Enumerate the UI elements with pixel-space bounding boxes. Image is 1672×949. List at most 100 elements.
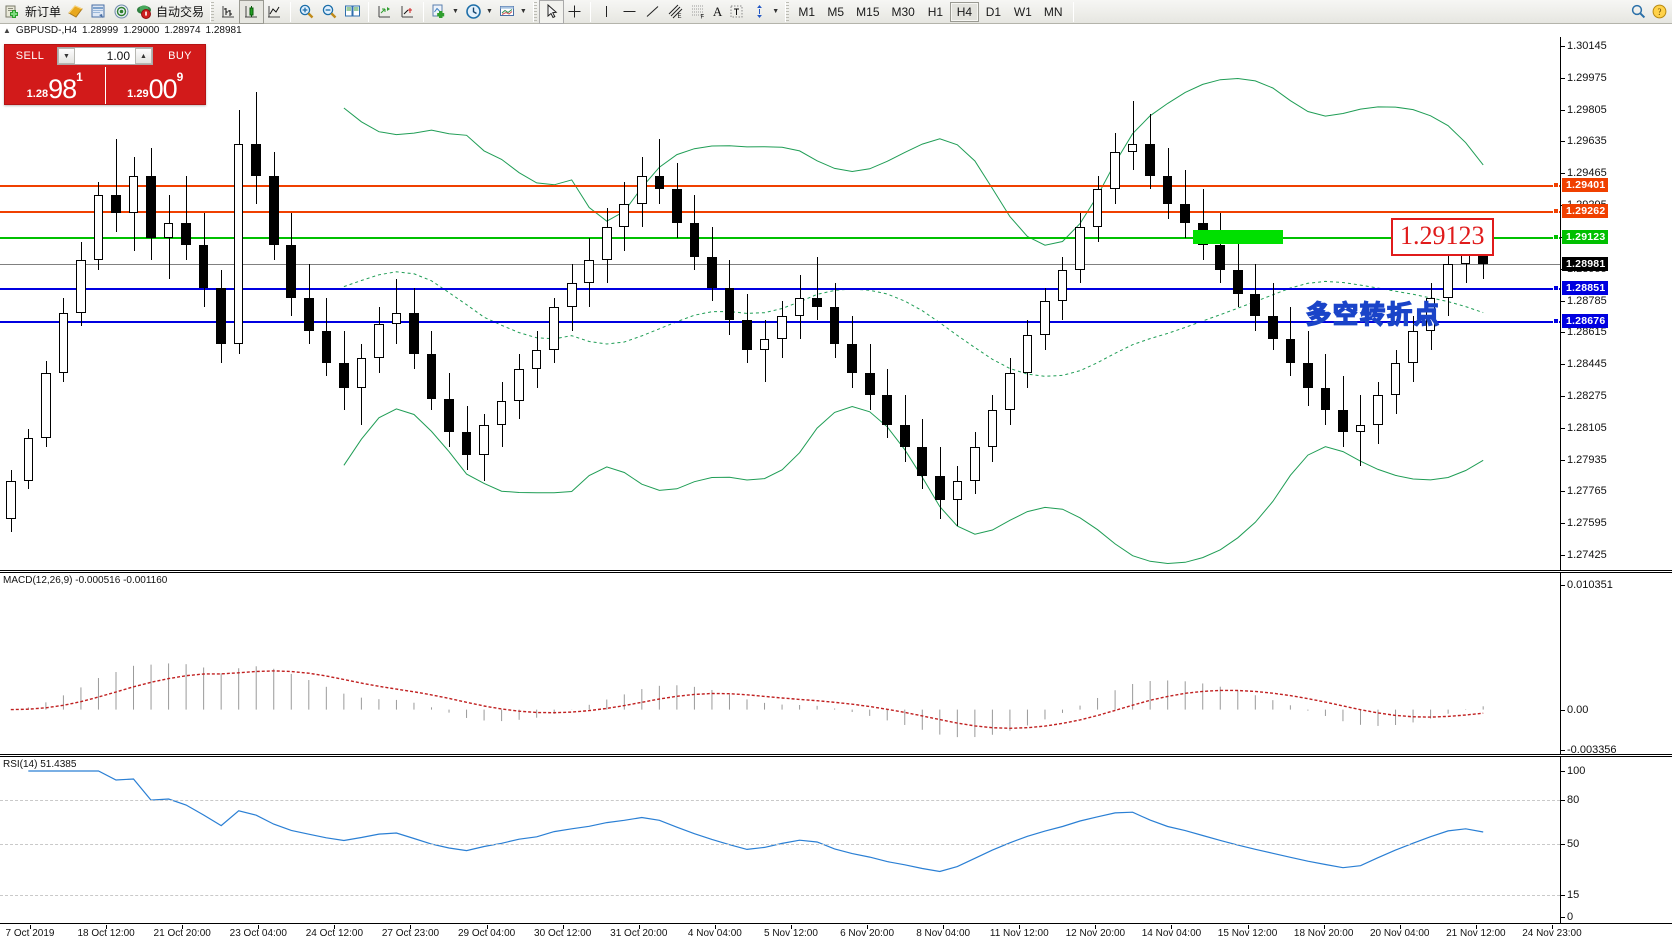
indicators-button[interactable]: ▼ (428, 1, 462, 23)
sell-price-big: 98 (48, 74, 77, 104)
green-highlight-block[interactable] (1193, 230, 1283, 245)
rsi-tick-label: 50 (1567, 838, 1580, 850)
line-handle[interactable] (1553, 285, 1559, 292)
horizontal-line-button[interactable] (618, 1, 641, 23)
zoom-out-button[interactable] (318, 1, 341, 23)
line-chart-button[interactable] (263, 1, 286, 23)
auto-scroll-button[interactable] (396, 1, 419, 23)
expert-advisor-button[interactable] (64, 1, 87, 23)
candle (303, 30, 314, 570)
time-axis-tick (1475, 925, 1477, 929)
price-tick-label: 1.27765 (1567, 485, 1607, 498)
price-scale[interactable]: 1.30145 1.29975 1.29805 1.29635 1.29465 1.292… (1560, 30, 1672, 570)
line-handle[interactable] (1553, 208, 1559, 215)
horizontal-line-1.28851[interactable] (0, 288, 1560, 291)
timeframe-m15[interactable]: M15 (856, 4, 880, 19)
price-tick-label: 1.29635 (1567, 135, 1607, 148)
candle (356, 30, 367, 570)
time-axis[interactable]: 7 Oct 2019 18 Oct 12:00 21 Oct 20:00 23 Oct… (0, 925, 1672, 945)
macd-plot[interactable] (0, 573, 1560, 754)
chart-area[interactable]: 1.29123 多空转折点 1.30145 1.29975 1.29805 1.2963… (0, 30, 1672, 949)
bar-chart-button[interactable] (217, 1, 240, 23)
toolbar-divider-4 (589, 1, 591, 22)
price-marker-current-price[interactable]: 1.28981 (1562, 256, 1609, 271)
tile-windows-button[interactable] (341, 1, 364, 23)
timeframe-w1[interactable]: W1 (1013, 4, 1032, 19)
timeframe-d1[interactable]: D1 (985, 4, 1002, 19)
timeframe-h4[interactable]: H4 (949, 1, 979, 22)
timeframe-mn[interactable]: MN (1043, 4, 1063, 19)
price-marker-resistance-line[interactable]: 1.29262 (1562, 204, 1609, 219)
text-button[interactable]: A (710, 1, 725, 23)
volume-value[interactable]: 1.00 (106, 49, 130, 63)
candle (146, 30, 156, 570)
candle (286, 30, 297, 570)
search-icon[interactable] (1630, 3, 1647, 20)
help-icon[interactable]: ? (1651, 3, 1668, 20)
volume-decrement[interactable]: ▼ (58, 48, 75, 64)
auto-trading-button[interactable]: 自动交易 (133, 1, 207, 23)
fibonacci-button[interactable]: F (687, 1, 710, 23)
symbol-info-bar: ▲ GBPUSD-,H4 1.28999 1.29000 1.28974 1.2… (0, 24, 1672, 37)
collapse-triangle-icon[interactable]: ▲ (3, 26, 11, 35)
price-marker-support-line[interactable]: 1.28851 (1562, 281, 1609, 296)
timeframe-m30[interactable]: M30 (891, 4, 915, 19)
price-marker-target-line[interactable]: 1.29123 (1562, 230, 1609, 245)
timeframe-h1[interactable]: H1 (927, 4, 944, 19)
period-button[interactable]: ▼ (462, 1, 496, 23)
horizontal-line-1.28981[interactable] (0, 263, 1560, 265)
shift-end-button[interactable] (373, 1, 396, 23)
line-handle[interactable] (1553, 317, 1559, 324)
line-handle[interactable] (1553, 182, 1559, 189)
price-tick-label: 1.29975 (1567, 71, 1607, 84)
tile-windows-icon (345, 5, 361, 17)
rsi-pane[interactable]: RSI(14) 51.4385 100 80 50 15 0 (0, 756, 1672, 924)
candlestick-chart-icon (245, 6, 258, 18)
price-pane[interactable]: 1.29123 多空转折点 1.30145 1.29975 1.29805 1.2963… (0, 30, 1672, 571)
signals-button[interactable] (110, 1, 133, 23)
price-tick (1561, 141, 1565, 143)
volume-increment[interactable]: ▲ (135, 48, 152, 64)
cursor-tool-button[interactable] (538, 0, 564, 24)
line-handle[interactable] (1553, 234, 1559, 241)
sell-price[interactable]: 1.28 98 1 (5, 67, 106, 104)
candle (41, 30, 51, 570)
price-marker-resistance-line[interactable]: 1.29401 (1562, 178, 1609, 193)
buy-button[interactable]: BUY (168, 50, 192, 62)
time-axis-tick (562, 925, 564, 929)
candlestick-chart-button[interactable] (239, 0, 265, 24)
chevron-down-icon-3[interactable]: ▼ (519, 8, 527, 15)
vertical-line-button[interactable] (595, 1, 618, 23)
volume-stepper[interactable]: ▼ 1.00 ▲ (57, 47, 153, 65)
chinese-annotation-text[interactable]: 多空转折点 (1305, 299, 1442, 330)
candle (601, 30, 612, 570)
equidistant-channel-button[interactable]: E (664, 1, 687, 23)
text-label-button[interactable] (725, 1, 748, 23)
horizontal-line-1.29123[interactable] (0, 237, 1560, 240)
templates-button[interactable]: ▼ (496, 1, 530, 23)
chevron-down-icon-4[interactable]: ▼ (772, 8, 780, 15)
one-click-trading-panel[interactable]: SELL ▼ 1.00 ▲ BUY 1.28 98 1 1.29 00 9 (4, 44, 206, 105)
candle (1162, 30, 1173, 570)
indicators-icon (432, 4, 445, 18)
rsi-plot[interactable] (0, 757, 1560, 923)
expert-advisor-icon (68, 5, 83, 18)
timeframe-m5[interactable]: M5 (827, 4, 844, 19)
horizontal-line-1.29262[interactable] (0, 211, 1560, 214)
data-window-button[interactable] (87, 1, 110, 23)
chevron-down-icon[interactable]: ▼ (452, 8, 459, 15)
chevron-down-icon-2[interactable]: ▼ (485, 8, 493, 15)
horizontal-line-1.29401[interactable] (0, 185, 1560, 188)
new-order-button[interactable]: 新订单 (2, 1, 64, 23)
sell-button[interactable]: SELL (15, 50, 45, 62)
macd-pane[interactable]: MACD(12,26,9) -0.000516 -0.001160 0.0103… (0, 572, 1672, 756)
zoom-in-button[interactable] (295, 1, 318, 23)
crosshair-tool-button[interactable] (563, 1, 586, 23)
trendline-button[interactable] (641, 1, 664, 23)
price-marker-support-line[interactable]: 1.28676 (1562, 313, 1609, 328)
buy-price[interactable]: 1.29 00 9 (106, 67, 206, 104)
timeframe-m1[interactable]: M1 (798, 4, 815, 19)
arrows-button[interactable]: ▼ (748, 1, 782, 23)
price-plot[interactable]: 1.29123 多空转折点 (0, 30, 1560, 570)
price-annotation-box[interactable]: 1.29123 (1391, 218, 1494, 257)
